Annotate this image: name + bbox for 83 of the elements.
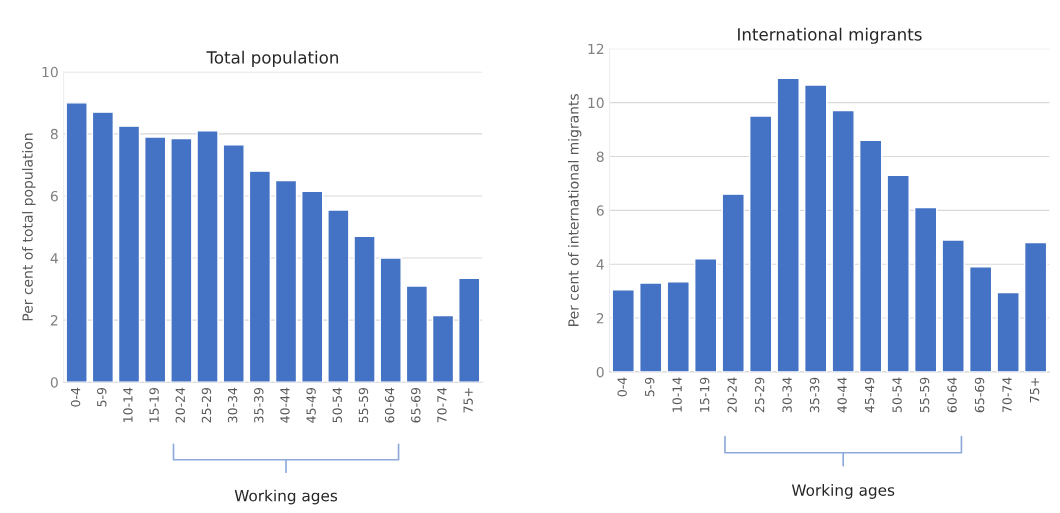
bar <box>721 193 745 372</box>
y-tick-label: 6 <box>596 205 604 216</box>
x-tick-label: 70-74 <box>437 387 447 423</box>
bar <box>913 206 938 372</box>
x-tick-label: 65-69 <box>974 377 985 413</box>
text: Working ages <box>234 489 338 505</box>
y-tick-label: 10 <box>42 66 58 78</box>
x-tick-label: 35-39 <box>809 377 820 413</box>
y-axis-title: Per cent of international migrants <box>567 94 582 326</box>
x-tick-label: 55-59 <box>358 387 369 423</box>
x-tick-label: 60-64 <box>947 377 957 413</box>
x-tick-label: 0-4 <box>617 377 627 397</box>
y-tick-label: 8 <box>596 151 604 162</box>
x-tick-label: 25-29 <box>754 377 765 413</box>
x-tick-label: 10-14 <box>672 377 682 412</box>
x-tick-label: 60-64 <box>384 387 395 423</box>
bar <box>666 281 690 372</box>
y-tick-label: 4 <box>50 253 58 264</box>
x-tick-label: 35-39 <box>254 387 264 423</box>
bar <box>431 314 455 383</box>
x-tick-label: 40-44 <box>280 387 290 423</box>
x-tick-label: 75+ <box>1029 378 1040 403</box>
bar <box>804 84 828 372</box>
bar <box>1023 241 1048 372</box>
bar <box>301 190 324 383</box>
y-tick-label: 4 <box>596 259 604 270</box>
bar <box>694 258 718 372</box>
y-tick-label: 0 <box>596 366 604 378</box>
bar <box>968 266 993 372</box>
y-tick-label: 2 <box>596 313 604 324</box>
x-tick-label: 55-59 <box>919 377 930 413</box>
x-tick-label: 40-44 <box>837 377 847 413</box>
bar <box>222 144 245 383</box>
bar <box>886 174 910 372</box>
x-tick-label: 20-24 <box>175 387 185 423</box>
bar <box>458 277 481 383</box>
bar <box>248 170 272 383</box>
x-tick-label: 50-54 <box>332 387 342 423</box>
chart-title: Total population <box>206 50 338 67</box>
bar <box>196 130 219 383</box>
x-tick-label: 0-4 <box>70 387 81 407</box>
x-tick-label: 5-9 <box>644 377 655 397</box>
bar <box>858 139 883 372</box>
x-tick-label: 5-9 <box>97 387 107 407</box>
x-tick-label: 75+ <box>463 388 473 413</box>
bar <box>941 239 965 372</box>
y-tick-label: 8 <box>50 128 58 140</box>
x-tick-label: 30-34 <box>227 387 238 423</box>
bar <box>170 137 193 383</box>
y-tick-label: 6 <box>50 190 58 202</box>
bar <box>831 109 855 372</box>
y-tick-label: 0 <box>50 377 58 388</box>
y-tick-label: 10 <box>588 97 604 109</box>
x-tick-label: 70-74 <box>1002 377 1012 413</box>
y-axis-title: Per cent of total population <box>22 133 36 321</box>
bar <box>776 77 800 372</box>
text: Working ages <box>791 484 895 499</box>
y-tick-label: 2 <box>50 315 58 326</box>
y-tick-label: 12 <box>588 43 604 55</box>
x-tick-label: 50-54 <box>892 377 902 413</box>
x-tick-label: 20-24 <box>727 377 737 413</box>
bar <box>65 102 88 383</box>
x-tick-label: 15-19 <box>699 377 710 412</box>
bar <box>353 235 376 383</box>
x-tick-label: 10-14 <box>123 387 133 422</box>
x-tick-label: 65-69 <box>411 387 421 423</box>
x-tick-label: 30-34 <box>782 377 792 413</box>
bar <box>405 285 429 383</box>
bar <box>639 282 663 372</box>
bar <box>91 111 115 383</box>
bar <box>327 209 350 383</box>
bar <box>117 125 141 383</box>
bar <box>749 115 773 372</box>
x-tick-label: 45-49 <box>306 387 316 423</box>
chart-title: International migrants <box>738 27 922 44</box>
x-tick-label: 25-29 <box>201 387 212 423</box>
bar <box>611 289 635 372</box>
x-tick-label: 15-19 <box>149 387 159 422</box>
bar <box>144 136 167 383</box>
bar <box>379 257 402 383</box>
x-tick-label: 45-49 <box>864 377 875 413</box>
bar <box>996 291 1020 372</box>
bar <box>274 179 298 383</box>
